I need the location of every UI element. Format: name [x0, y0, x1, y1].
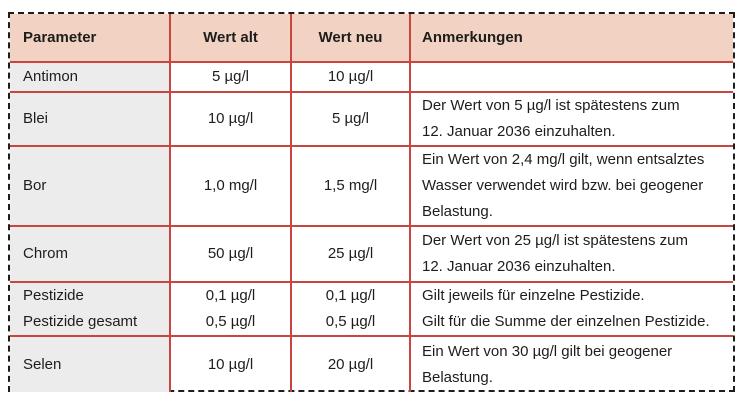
table-row: Bor 1,0 mg/l 1,5 mg/l Ein Wert von 2,4 m…	[10, 145, 733, 226]
cell-line: 1,5 mg/l	[323, 177, 378, 194]
anmerkungen-cell: Ein Wert von 30 µg/l gilt bei geogener B…	[409, 335, 733, 392]
table-row: Antimon 5 µg/l 10 µg/l	[10, 61, 733, 92]
cell-line: 10 µg/l	[207, 355, 254, 373]
wert-alt-cell: 1,0 mg/l	[169, 145, 291, 226]
parameter-cell: Bor	[10, 145, 170, 226]
table-row: Blei 10 µg/l 5 µg/l Der Wert von 5 µg/l …	[10, 91, 733, 146]
cell-line: 0,1 µg/l	[205, 287, 256, 304]
limits-table: Parameter Wert alt Wert neu Anmerkungen …	[10, 14, 733, 392]
cell-line: Chrom	[23, 245, 69, 262]
header-row: Parameter Wert alt Wert neu Anmerkungen	[10, 14, 733, 62]
anmerkungen-cell	[409, 61, 733, 92]
wert-alt-cell: 0,1 µg/l 0,5 µg/l	[169, 281, 291, 336]
cell-line: Gilt jeweils für einzelne Pestizide.	[422, 287, 645, 304]
cell-line: Antimon	[23, 68, 79, 85]
wert-neu-cell: 20 µg/l	[290, 335, 410, 392]
wert-alt-cell: 10 µg/l	[169, 91, 291, 146]
cell-line: 50 µg/l	[207, 245, 254, 262]
anmerkungen-cell: Gilt jeweils für einzelne Pestizide. Gil…	[409, 281, 733, 336]
cell-line: Blei	[23, 110, 49, 127]
table-row: Chrom 50 µg/l 25 µg/l Der Wert von 25 µg…	[10, 225, 733, 282]
wert-alt-cell: 5 µg/l	[169, 61, 291, 92]
column-header-wert-neu: Wert neu	[290, 14, 410, 62]
cell-line: 0,1 µg/l	[325, 287, 376, 304]
wert-neu-cell: 1,5 mg/l	[290, 145, 410, 226]
column-header-wert-alt: Wert alt	[169, 14, 291, 62]
parameter-cell: Selen	[10, 335, 170, 392]
cell-line: 0,5 µg/l	[325, 313, 376, 330]
cell-line: Gilt für die Summe der einzelnen Pestizi…	[422, 313, 710, 330]
table-row: Selen 10 µg/l 20 µg/l Ein Wert von 30 µg…	[10, 335, 733, 392]
cell-line: Der Wert von 5 µg/l ist spätestens zum	[422, 97, 680, 114]
cell-line: 12. Januar 2036 einzuhalten.	[422, 258, 616, 275]
cell-line: Ein Wert von 2,4 mg/l gilt, wenn entsalz…	[422, 151, 705, 168]
cell-line: 25 µg/l	[327, 245, 374, 262]
cell-line: 12. Januar 2036 einzuhalten.	[422, 123, 616, 140]
column-header-anmerkungen: Anmerkungen	[409, 14, 733, 62]
cell-line: Pestizide gesamt	[23, 313, 138, 330]
column-header-parameter: Parameter	[10, 14, 170, 62]
parameter-cell: Antimon	[10, 61, 170, 92]
cell-line: 0,5 µg/l	[205, 313, 256, 330]
cell-line: Der Wert von 25 µg/l ist spätestens zum	[422, 232, 688, 249]
anmerkungen-cell: Der Wert von 25 µg/l ist spätestens zum …	[409, 225, 733, 282]
cell-line: Belastung.	[422, 368, 493, 386]
anmerkungen-cell: Der Wert von 5 µg/l ist spätestens zum 1…	[409, 91, 733, 146]
cell-line: Wasser verwendet wird bzw. bei geogener	[422, 177, 704, 194]
cell-line: Belastung.	[422, 203, 493, 220]
cell-line: 5 µg/l	[332, 110, 369, 127]
parameter-cell: Chrom	[10, 225, 170, 282]
wert-neu-cell: 10 µg/l	[290, 61, 410, 92]
cell-line: Pestizide	[23, 287, 84, 304]
cell-line: Selen	[23, 355, 62, 373]
wert-neu-cell: 0,1 µg/l 0,5 µg/l	[290, 281, 410, 336]
table-row: Pestizide Pestizide gesamt 0,1 µg/l 0,5 …	[10, 281, 733, 336]
parameter-cell: Blei	[10, 91, 170, 146]
limits-table-container: Parameter Wert alt Wert neu Anmerkungen …	[8, 12, 735, 392]
wert-neu-cell: 25 µg/l	[290, 225, 410, 282]
wert-alt-cell: 50 µg/l	[169, 225, 291, 282]
cell-line: 10 µg/l	[327, 68, 374, 85]
cell-line: 5 µg/l	[212, 68, 249, 85]
wert-neu-cell: 5 µg/l	[290, 91, 410, 146]
cell-line: 10 µg/l	[207, 110, 254, 127]
cell-line: Ein Wert von 30 µg/l gilt bei geogener	[422, 342, 673, 360]
wert-alt-cell: 10 µg/l	[169, 335, 291, 392]
cell-line: 1,0 mg/l	[203, 177, 258, 194]
cell-line: 20 µg/l	[327, 355, 374, 373]
cell-line: Bor	[23, 177, 47, 194]
parameter-cell: Pestizide Pestizide gesamt	[10, 281, 170, 336]
anmerkungen-cell: Ein Wert von 2,4 mg/l gilt, wenn entsalz…	[409, 145, 733, 226]
